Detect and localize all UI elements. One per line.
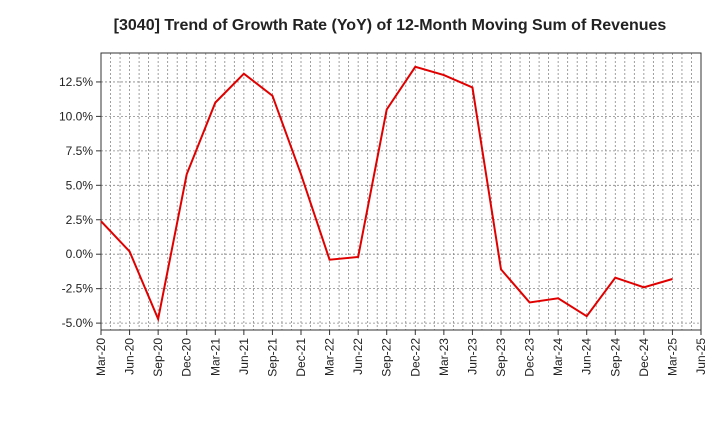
chart-title: [3040] Trend of Growth Rate (YoY) of 12-…	[114, 17, 667, 34]
y-tick-label: 7.5%	[66, 144, 94, 158]
y-tick-label: -5.0%	[62, 316, 94, 330]
y-axis: -5.0% -2.5% 0.0% 2.5% 5.0% 7.5% 10.0% 12.5%	[59, 75, 101, 330]
x-tick-label: Jun-24	[580, 338, 594, 375]
x-tick-label: Sep-23	[494, 338, 508, 377]
x-tick-label: Sep-21	[265, 338, 279, 377]
x-tick-label: Dec-20	[180, 338, 194, 377]
x-tick-label: Sep-20	[151, 338, 165, 377]
y-tick-label: 12.5%	[59, 75, 93, 89]
y-tick-label: 0.0%	[66, 247, 94, 261]
x-tick-label: Dec-21	[294, 338, 308, 377]
x-tick-label: Jun-23	[465, 338, 479, 375]
x-tick-label: Dec-24	[637, 338, 651, 377]
x-tick-label: Sep-22	[380, 338, 394, 377]
y-tick-label: 5.0%	[66, 178, 94, 192]
series-line	[100, 65, 673, 323]
x-tick-label: Jun-20	[123, 338, 137, 375]
x-tick-label: Jun-25	[694, 338, 708, 375]
x-tick-label: Sep-24	[608, 338, 622, 377]
x-tick-label: Mar-24	[551, 338, 565, 376]
x-tick-label: Mar-25	[665, 338, 679, 376]
y-tick-label: -2.5%	[62, 282, 94, 296]
x-tick-label: Jun-21	[237, 338, 251, 375]
x-tick-label: Dec-22	[408, 338, 422, 377]
x-tick-label: Mar-21	[208, 338, 222, 376]
x-tick-label: Mar-23	[437, 338, 451, 376]
x-axis: Mar-20 Jun-20 Sep-20 Dec-20 Mar-21 Jun-21 Sep-…	[94, 330, 708, 377]
x-tick-label: Mar-22	[323, 338, 337, 376]
series-layer	[100, 65, 673, 323]
grid	[101, 53, 701, 330]
x-tick-label: Dec-23	[523, 338, 537, 377]
x-tick-label: Mar-20	[94, 338, 108, 376]
plot-area-border	[100, 52, 702, 331]
y-tick-label: 10.0%	[59, 109, 93, 123]
y-tick-label: 2.5%	[66, 213, 94, 227]
x-tick-label: Jun-22	[351, 338, 365, 375]
